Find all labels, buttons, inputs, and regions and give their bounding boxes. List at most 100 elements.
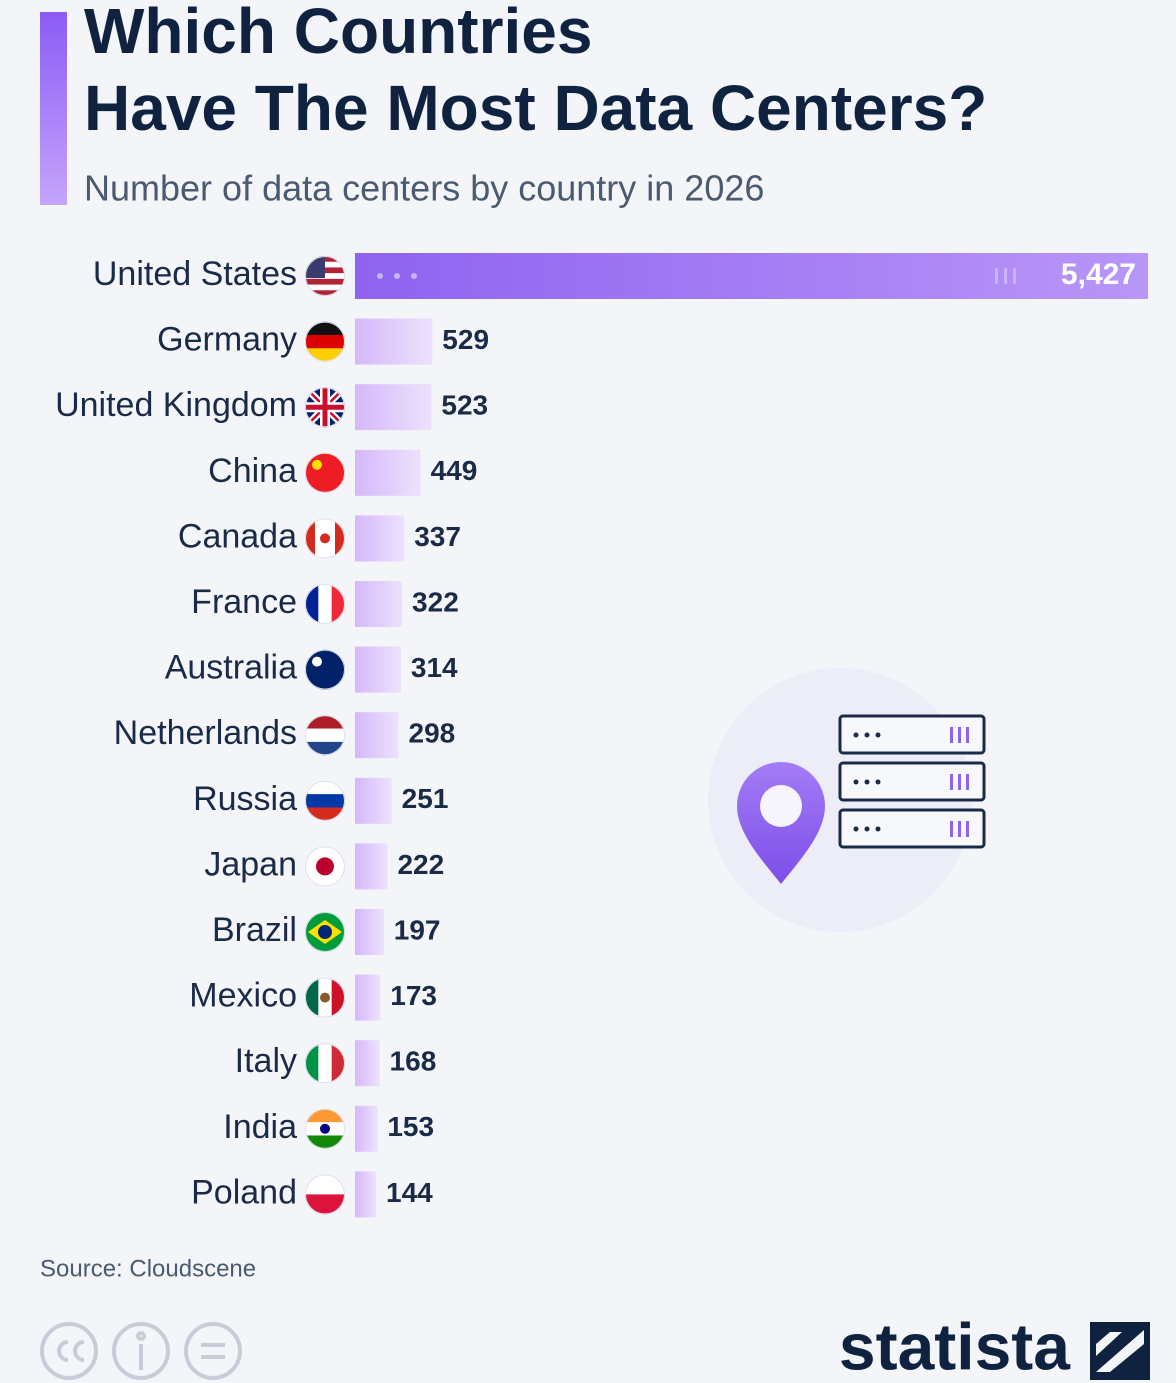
- bar: [355, 449, 421, 496]
- category-label: Mexico: [189, 977, 297, 1015]
- accent-bar: [40, 12, 67, 205]
- bar: [355, 384, 432, 431]
- bar: [355, 646, 401, 693]
- flag-emblem: [320, 992, 330, 1003]
- flag-stripe: [318, 1043, 333, 1084]
- value-label: 144: [386, 1177, 433, 1208]
- bar: [355, 974, 381, 1021]
- bar: [355, 253, 1148, 299]
- flag-stripe: [305, 278, 345, 286]
- bar-decoration: [995, 268, 998, 284]
- flag-stripe: [305, 794, 345, 808]
- bar: [355, 909, 384, 955]
- category-label: Canada: [178, 517, 297, 555]
- flag-border: [305, 846, 345, 887]
- flag-star: [312, 656, 322, 667]
- bar: [355, 1040, 380, 1087]
- flag-stripe: [305, 649, 345, 690]
- category-label: Russia: [193, 780, 297, 818]
- flag-border: [305, 584, 345, 624]
- flag-border: [305, 780, 345, 821]
- flag-stripe: [305, 452, 345, 493]
- flag-stripe: [325, 518, 336, 559]
- bar-decoration: [411, 273, 417, 279]
- bar: [355, 515, 405, 562]
- flag-border: [305, 518, 345, 559]
- category-label: Japan: [204, 845, 297, 883]
- flag-stripe: [305, 1194, 345, 1215]
- bar-decoration: [377, 273, 383, 279]
- bar-decoration: [394, 273, 400, 279]
- value-label: 337: [414, 521, 461, 552]
- flag-border: [305, 1174, 345, 1215]
- flag-stripe: [305, 290, 345, 296]
- flag-border: [305, 321, 345, 362]
- flag: [305, 387, 345, 428]
- flag-stripe: [335, 518, 345, 559]
- chart-subtitle: Number of data centers by country in 202…: [84, 168, 764, 209]
- bar-decoration: [1013, 268, 1016, 284]
- category-label: Poland: [191, 1173, 297, 1211]
- category-label: Germany: [157, 321, 297, 359]
- license-icons: [40, 1322, 242, 1380]
- flag-stripe: [305, 1174, 345, 1195]
- flag: [305, 452, 345, 493]
- bar: [355, 581, 403, 627]
- flag-border: [305, 387, 345, 428]
- flag-emblem: [320, 1123, 330, 1134]
- flag-border: [305, 1043, 345, 1084]
- category-label: United States: [93, 255, 297, 293]
- value-label: 314: [411, 652, 458, 683]
- flag-stripe: [305, 334, 345, 349]
- flag: [305, 846, 345, 887]
- flag-border: [305, 912, 345, 952]
- bar: [355, 318, 433, 365]
- flag-cross: [305, 387, 345, 428]
- category-label: Netherlands: [114, 714, 297, 752]
- bar: [355, 1171, 377, 1218]
- category-label: India: [223, 1108, 297, 1146]
- flag: [305, 518, 345, 559]
- value-label: 523: [441, 390, 488, 421]
- flag-border: [305, 452, 345, 493]
- flag-border: [305, 256, 345, 296]
- flag-emblem: [316, 857, 334, 876]
- flag-stripe: [305, 284, 345, 291]
- flag-emblem: [320, 533, 330, 544]
- illustration: [708, 668, 986, 932]
- flag-border: [305, 977, 345, 1018]
- flag-globe: [318, 925, 332, 939]
- category-label: Italy: [235, 1042, 297, 1080]
- bar: [355, 712, 399, 759]
- category-label: United Kingdom: [55, 386, 297, 424]
- flag-stripe: [305, 518, 316, 559]
- flag: [305, 649, 345, 690]
- value-label: 322: [412, 586, 459, 617]
- value-label: 529: [442, 324, 489, 355]
- logo-icon: [1090, 1322, 1150, 1380]
- value-label: 197: [394, 914, 441, 945]
- flag: [305, 1174, 345, 1215]
- logo-text: statista: [839, 1309, 1071, 1383]
- flag-border: [305, 715, 345, 756]
- category-label: France: [191, 583, 297, 621]
- category-label: China: [208, 452, 297, 490]
- chart-title: Have The Most Data Centers?: [84, 72, 987, 144]
- value-label: 251: [402, 783, 449, 814]
- bar: [355, 843, 388, 890]
- value-label: 153: [387, 1111, 434, 1142]
- bar: [355, 1105, 378, 1152]
- value-label: 173: [390, 980, 437, 1011]
- flag-border: [305, 649, 345, 690]
- value-label: 222: [397, 849, 444, 880]
- bar-decoration: [1004, 268, 1007, 284]
- value-label: 5,427: [1061, 258, 1136, 291]
- bar: [355, 777, 392, 824]
- chart-title: Which Countries: [84, 0, 592, 67]
- category-label: Brazil: [212, 911, 297, 949]
- flag-border: [305, 1108, 345, 1149]
- value-label: 298: [409, 718, 456, 749]
- flag-stripe: [305, 728, 345, 743]
